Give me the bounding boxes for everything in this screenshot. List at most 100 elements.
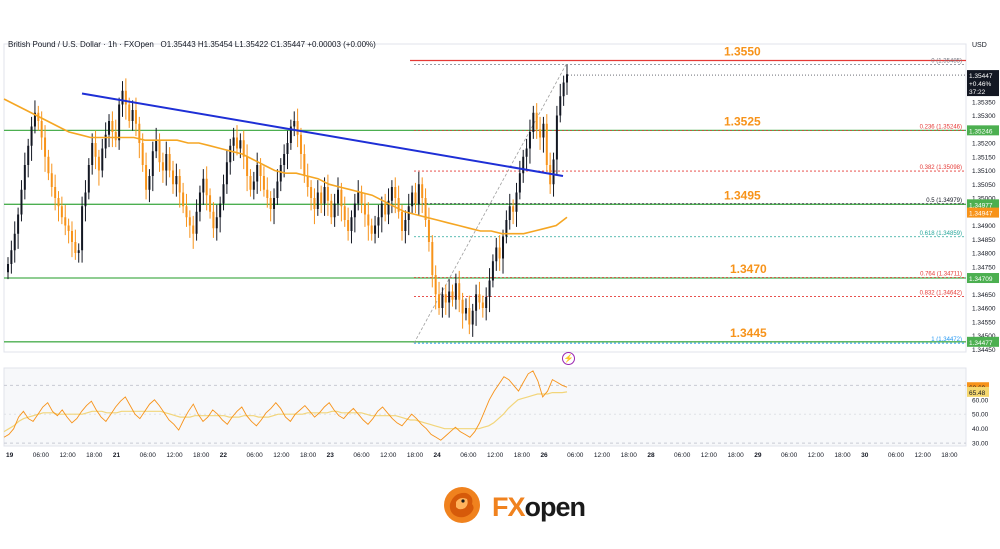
price-badge-text: 1.34709 xyxy=(969,276,993,283)
price-tick-label: 1.34500 xyxy=(972,333,996,340)
candle-body xyxy=(535,112,538,130)
candle-body xyxy=(478,294,481,303)
candle-body xyxy=(141,143,144,165)
lightning-icon[interactable]: ⚡ xyxy=(562,352,575,365)
candle-body xyxy=(397,198,400,212)
logo-fx: FX xyxy=(492,492,526,522)
candle-body xyxy=(505,220,508,237)
candle-body xyxy=(74,242,77,253)
candle-body xyxy=(10,250,13,264)
candle-body xyxy=(427,220,430,242)
price-tick-label: 1.35000 xyxy=(972,196,996,203)
candle-body xyxy=(414,192,417,204)
fib-level-label: 1 (1.34472) xyxy=(931,337,962,343)
price-axis: USD1.354501.354001.353501.353001.352501.… xyxy=(568,42,999,448)
fib-level-label: 0.236 (1.35246) xyxy=(920,124,962,130)
candle-body xyxy=(313,198,316,209)
candle-body xyxy=(340,189,343,207)
candle-body xyxy=(400,211,403,231)
candle-body xyxy=(209,195,212,212)
grid xyxy=(3,43,967,447)
candle-body xyxy=(299,134,302,154)
candle-body xyxy=(50,173,53,187)
candle-body xyxy=(47,156,50,174)
candle-body xyxy=(316,192,319,209)
candle-body xyxy=(377,217,380,226)
time-tick-label: 24 xyxy=(434,452,442,459)
candle-body xyxy=(421,184,424,198)
candle-body xyxy=(198,192,201,212)
candle-body xyxy=(279,165,282,182)
candle-body xyxy=(532,112,535,132)
candle-body xyxy=(57,198,60,207)
current-price-text: 1.35447 xyxy=(969,73,993,80)
candle-body xyxy=(411,192,414,207)
ohlc-readout: O1.35443 H1.35454 L1.35422 C1.35447 +0.0… xyxy=(160,40,376,49)
rsi-badge-text: 65.48 xyxy=(969,390,986,397)
candle-body xyxy=(219,203,222,218)
candle-body xyxy=(438,294,441,308)
descending-trendline xyxy=(81,92,564,177)
time-tick-label: 06:00 xyxy=(33,452,50,459)
candle-body xyxy=(276,181,279,198)
candle-body xyxy=(350,217,353,231)
fib-level-label: 0.5 (1.34979) xyxy=(926,198,962,204)
candle-body xyxy=(326,187,329,201)
candle-body xyxy=(165,154,168,171)
currency-label: USD xyxy=(972,42,987,49)
price-tick-label: 1.34900 xyxy=(972,223,996,230)
candle-body xyxy=(495,247,498,262)
fib-level-label: 0.832 (1.34642) xyxy=(920,290,962,296)
candle-body xyxy=(525,148,528,157)
candle-body xyxy=(195,211,198,234)
price-tick-label: 1.34750 xyxy=(972,264,996,271)
candle-body xyxy=(320,192,323,204)
rsi-panel xyxy=(3,370,568,441)
candle-body xyxy=(454,283,457,300)
fib-level-label: 0.764 (1.34711) xyxy=(920,271,962,277)
rsi-tick-label: 60.00 xyxy=(972,397,989,404)
candle-body xyxy=(485,297,488,308)
candle-body xyxy=(468,308,471,325)
countdown-text: 37:22 xyxy=(969,89,986,96)
price-badge xyxy=(967,273,999,284)
price-tick-label: 1.34850 xyxy=(972,237,996,244)
candle-body xyxy=(40,121,43,138)
candle-body xyxy=(273,198,276,209)
candle-body xyxy=(363,203,366,215)
time-tick-label: 19 xyxy=(6,452,14,459)
price-badge-text: 1.34477 xyxy=(969,340,993,347)
candle-body xyxy=(434,275,437,295)
candle-body xyxy=(512,206,515,212)
candle-body xyxy=(155,140,158,152)
price-badge-text: 1.35246 xyxy=(969,128,993,135)
candle-body xyxy=(138,123,141,143)
candle-body xyxy=(7,264,9,273)
time-tick-label: 06:00 xyxy=(353,452,370,459)
candle-body xyxy=(202,178,205,193)
price-tick-label: 1.35100 xyxy=(972,168,996,175)
fib-level-label: 0 (1.35485) xyxy=(931,59,962,65)
candle-body xyxy=(111,121,114,132)
time-tick-label: 06:00 xyxy=(460,452,477,459)
candle-body xyxy=(555,115,558,160)
candle-body xyxy=(283,154,286,165)
candle-body xyxy=(384,203,387,215)
time-tick-label: 12:00 xyxy=(701,452,718,459)
candle-body xyxy=(458,283,461,300)
candle-body xyxy=(528,132,531,149)
time-tick-label: 12:00 xyxy=(59,452,76,459)
logo-open: open xyxy=(524,492,586,522)
candle-body xyxy=(246,156,249,176)
time-tick-label: 29 xyxy=(754,452,762,459)
candle-body xyxy=(118,104,121,141)
candle-body xyxy=(441,294,444,308)
candle-body xyxy=(60,206,63,218)
price-tick-label: 1.34600 xyxy=(972,306,996,313)
candle-body xyxy=(370,225,373,234)
candle-body xyxy=(464,308,467,314)
candle-body xyxy=(128,104,131,121)
candle-body xyxy=(515,192,518,212)
moving-average-line xyxy=(3,98,568,235)
rsi-badge xyxy=(967,386,989,397)
